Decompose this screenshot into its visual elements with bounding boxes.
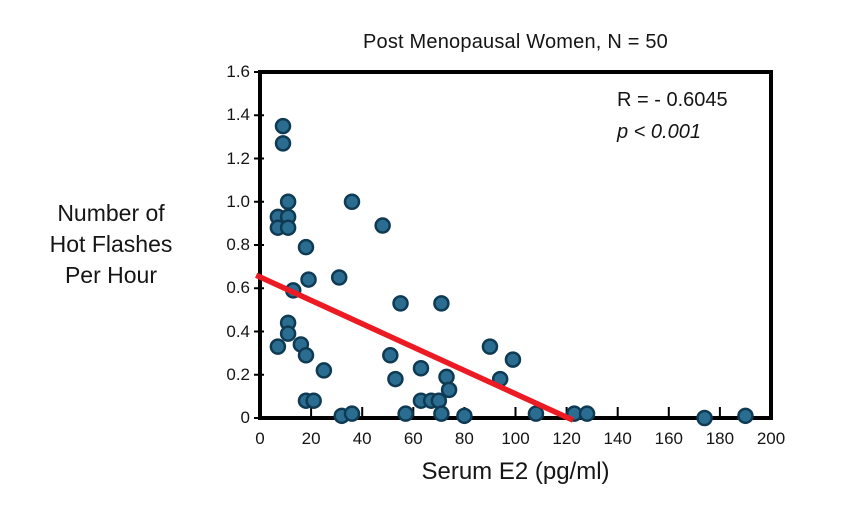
y-tick-label: 1.4 bbox=[226, 105, 250, 125]
data-point bbox=[527, 405, 545, 422]
data-point bbox=[456, 407, 473, 425]
data-point bbox=[578, 405, 596, 422]
data-point bbox=[504, 351, 522, 368]
trend-line bbox=[255, 272, 575, 423]
data-point bbox=[397, 405, 414, 422]
data-point bbox=[412, 360, 430, 377]
data-point bbox=[330, 269, 348, 286]
y-tick-label: 0 bbox=[240, 408, 250, 427]
data-point bbox=[433, 295, 450, 312]
x-tick-label: 80 bbox=[454, 429, 474, 448]
x-tick-label: 20 bbox=[301, 429, 321, 448]
data-point bbox=[279, 219, 297, 236]
y-tick-label: 1.0 bbox=[226, 191, 250, 211]
data-point bbox=[438, 368, 455, 386]
x-tick-label: 200 bbox=[756, 429, 786, 448]
data-point bbox=[297, 238, 315, 256]
y-axis-title-line: Hot Flashes bbox=[49, 231, 173, 257]
data-point bbox=[343, 405, 361, 422]
plot-frame bbox=[258, 70, 773, 420]
x-tick-label: 180 bbox=[705, 429, 735, 448]
data-point bbox=[382, 347, 399, 364]
x-tick-label: 140 bbox=[603, 429, 632, 448]
data-point bbox=[305, 392, 322, 409]
y-tick-label: 0.8 bbox=[226, 235, 250, 254]
x-tick-label: 60 bbox=[403, 429, 423, 448]
data-point bbox=[440, 381, 458, 399]
data-point bbox=[274, 135, 292, 152]
y-tick-label: 1.6 bbox=[226, 62, 250, 81]
x-axis-title: Serum E2 (pg/ml) bbox=[421, 458, 610, 485]
data-point bbox=[387, 370, 404, 388]
chart-title: Post Menopausal Women, N = 50 bbox=[362, 31, 669, 53]
data-point bbox=[300, 271, 317, 288]
data-point bbox=[430, 392, 448, 409]
y-axis-title-line: Per Hour bbox=[64, 262, 158, 288]
y-axis-title: Number of Hot Flashes Per Hour bbox=[20, 198, 202, 291]
data-point bbox=[269, 338, 287, 355]
data-point bbox=[696, 409, 713, 427]
y-axis-title-line: Number of bbox=[57, 200, 165, 226]
data-point bbox=[481, 338, 499, 355]
data-point bbox=[297, 347, 315, 364]
data-point bbox=[374, 217, 391, 234]
data-point bbox=[279, 193, 297, 210]
y-tick-label: 0.6 bbox=[226, 278, 250, 298]
data-point bbox=[274, 117, 292, 135]
x-tick-label: 100 bbox=[501, 429, 530, 448]
p-value: p < 0.001 bbox=[617, 121, 701, 143]
data-point bbox=[392, 295, 409, 312]
data-point bbox=[279, 325, 297, 342]
x-tick-label: 160 bbox=[654, 429, 683, 448]
x-tick-label: 40 bbox=[352, 429, 372, 448]
y-tick-label: 0.2 bbox=[226, 364, 250, 384]
scatter-plot bbox=[254, 70, 773, 427]
x-tick-label: 120 bbox=[552, 429, 581, 448]
x-tick-label: 0 bbox=[255, 429, 265, 448]
stats-annotation: R = - 0.6045 p < 0.001 bbox=[617, 84, 777, 148]
y-tick-label: 1.2 bbox=[226, 148, 250, 168]
data-point bbox=[315, 362, 333, 379]
correlation-value: R = - 0.6045 bbox=[617, 89, 728, 111]
y-tick-label: 0.4 bbox=[226, 321, 250, 341]
data-point bbox=[737, 407, 754, 425]
data-point bbox=[343, 193, 361, 210]
data-point bbox=[433, 405, 450, 422]
